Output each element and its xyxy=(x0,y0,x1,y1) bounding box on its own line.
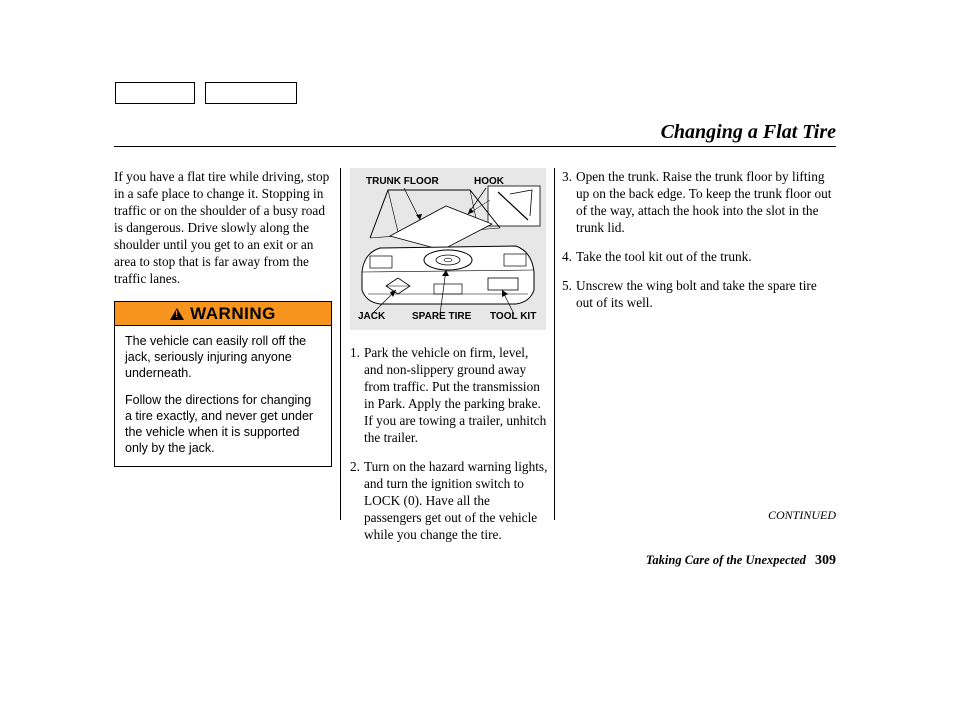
step-text: Turn on the hazard warning lights, and t… xyxy=(364,458,548,543)
warning-paragraph-1: The vehicle can easily roll off the jack… xyxy=(125,334,321,381)
step-3: 3. Open the trunk. Raise the trunk floor… xyxy=(562,168,837,236)
column-2: TRUNK FLOOR HOOK JACK SPARE TIRE TOOL KI… xyxy=(350,168,548,555)
warning-paragraph-2: Follow the directions for changing a tir… xyxy=(125,393,321,456)
step-number: 1. xyxy=(350,344,364,446)
footer-section: Taking Care of the Unexpected xyxy=(646,553,806,567)
step-text: Take the tool kit out of the trunk. xyxy=(576,248,837,265)
step-2: 2. Turn on the hazard warning lights, an… xyxy=(350,458,548,543)
continued-label: CONTINUED xyxy=(768,508,836,523)
trunk-diagram: TRUNK FLOOR HOOK JACK SPARE TIRE TOOL KI… xyxy=(350,168,546,330)
title-rule xyxy=(114,146,836,147)
column-divider-1 xyxy=(340,168,341,520)
step-4: 4. Take the tool kit out of the trunk. xyxy=(562,248,837,265)
column-1: If you have a flat tire while driving, s… xyxy=(114,168,334,467)
warning-triangle-icon xyxy=(170,308,184,320)
header-box-1 xyxy=(115,82,195,104)
step-5: 5. Unscrew the wing bolt and take the sp… xyxy=(562,277,837,311)
intro-paragraph: If you have a flat tire while driving, s… xyxy=(114,168,334,287)
column-divider-2 xyxy=(554,168,555,520)
step-1: 1. Park the vehicle on firm, level, and … xyxy=(350,344,548,446)
manual-page: Changing a Flat Tire If you have a flat … xyxy=(0,0,954,710)
step-number: 5. xyxy=(562,277,576,311)
warning-header: WARNING xyxy=(115,302,331,326)
step-text: Park the vehicle on firm, level, and non… xyxy=(364,344,548,446)
warning-body: The vehicle can easily roll off the jack… xyxy=(115,326,331,466)
step-number: 4. xyxy=(562,248,576,265)
header-placeholder-boxes xyxy=(115,82,297,104)
step-text: Unscrew the wing bolt and take the spare… xyxy=(576,277,837,311)
footer-page-number: 309 xyxy=(815,553,836,568)
column-3: 3. Open the trunk. Raise the trunk floor… xyxy=(562,168,837,323)
step-text: Open the trunk. Raise the trunk floor by… xyxy=(576,168,837,236)
page-footer: Taking Care of the Unexpected 309 xyxy=(646,553,836,569)
trunk-illustration-svg xyxy=(350,168,546,330)
warning-heading-text: WARNING xyxy=(190,303,276,325)
step-number: 3. xyxy=(562,168,576,236)
header-box-2 xyxy=(205,82,297,104)
page-title: Changing a Flat Tire xyxy=(661,121,836,144)
step-number: 2. xyxy=(350,458,364,543)
warning-box: WARNING The vehicle can easily roll off … xyxy=(114,301,332,467)
